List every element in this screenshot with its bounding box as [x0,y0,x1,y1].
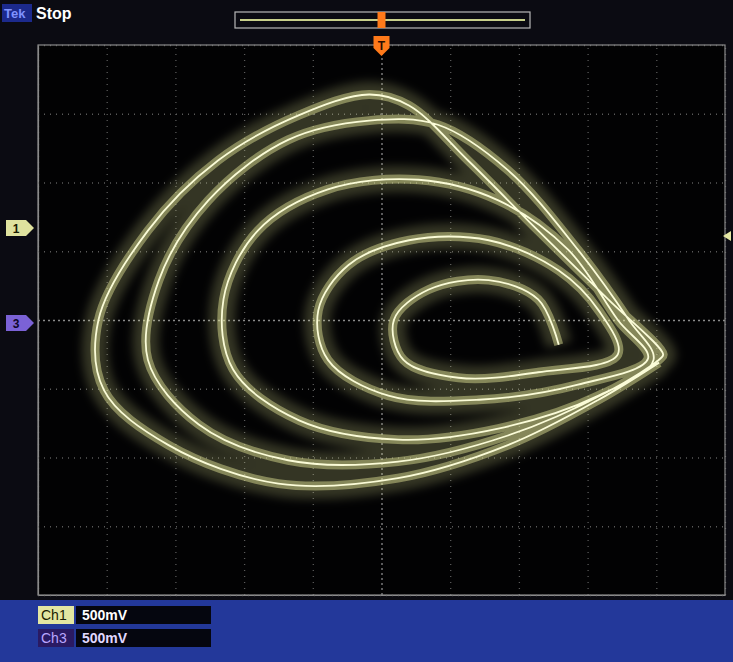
plot-frame [38,45,725,595]
ch3-label: Ch3 [41,630,67,646]
status-bar [0,600,733,662]
background [0,0,733,662]
scope-screen: Tek Stop T 1 3 Ch1 500mV Ch3 500mV [0,0,733,662]
ch1-marker [6,220,34,236]
x-axis [39,45,726,596]
ch1-scale: 500mV [82,607,128,623]
run-status: Stop [36,5,72,22]
y-tick [38,526,725,527]
brand-box [2,4,32,22]
ch1-scale-box [76,606,211,624]
ch3-box [38,629,74,647]
ch1-label: Ch1 [41,607,67,623]
trace-group [95,94,663,486]
ch3-marker-label: 3 [13,317,20,331]
trigger-position-marker [374,36,390,56]
x-tick [175,45,176,595]
brand-label: Tek [4,6,26,21]
ch3-scale: 500mV [82,630,128,646]
ch1-marker-label: 1 [13,222,20,236]
y-axis [38,46,725,596]
record-bar [235,12,530,28]
grid-line [656,45,657,595]
grid-line [175,45,176,595]
trigger-level-marker [723,231,731,241]
plot-area [38,45,725,595]
trace-glow [95,94,663,486]
x-tick [656,45,657,595]
trace-band [95,94,663,486]
grid-line [38,526,725,527]
record-trigger-marker [378,12,386,28]
ch3-scale-box [76,629,211,647]
ch3-marker [6,315,34,331]
trace-line [95,94,663,486]
trigger-label: T [378,39,386,53]
ch1-box [38,606,74,624]
